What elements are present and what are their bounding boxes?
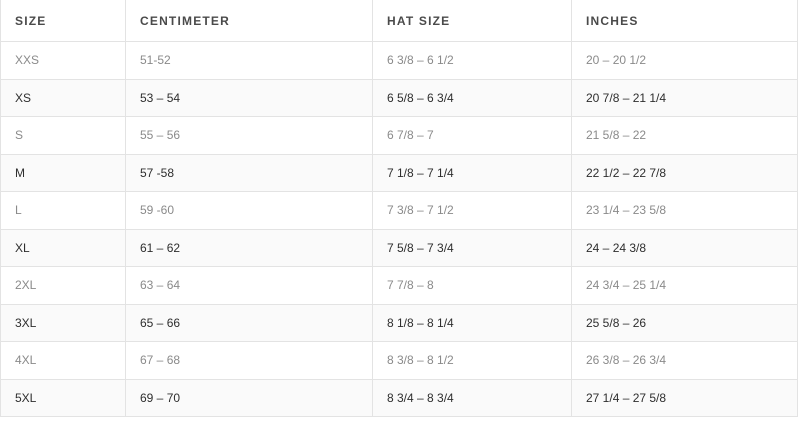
table-cell: 26 3/8 – 26 3/4 — [571, 341, 798, 380]
table-cell: 3XL — [0, 303, 126, 342]
table-cell: 59 -60 — [125, 191, 373, 230]
table-cell: 4XL — [0, 341, 126, 380]
table-cell: L — [0, 191, 126, 230]
table-cell: 6 3/8 – 6 1/2 — [372, 41, 572, 80]
table-cell: M — [0, 153, 126, 192]
table-cell: 8 3/4 – 8 3/4 — [372, 378, 572, 417]
table-cell: 7 5/8 – 7 3/4 — [372, 228, 572, 267]
table-cell: 24 3/4 – 25 1/4 — [571, 266, 798, 305]
table-row: 2XL 63 – 64 7 7/8 – 8 24 3/4 – 25 1/4 — [0, 266, 798, 305]
table-cell: 22 1/2 – 22 7/8 — [571, 153, 798, 192]
table-cell: 25 5/8 – 26 — [571, 303, 798, 342]
table-cell: XS — [0, 78, 126, 117]
table-cell: 8 1/8 – 8 1/4 — [372, 303, 572, 342]
table-cell: S — [0, 116, 126, 155]
table-row: S 55 – 56 6 7/8 – 7 21 5/8 – 22 — [0, 116, 798, 155]
table-cell: 63 – 64 — [125, 266, 373, 305]
table-row: 3XL 65 – 66 8 1/8 – 8 1/4 25 5/8 – 26 — [0, 303, 798, 342]
table-cell: 69 – 70 — [125, 378, 373, 417]
table-row: 4XL 67 – 68 8 3/8 – 8 1/2 26 3/8 – 26 3/4 — [0, 341, 798, 380]
table-row: XXS 51-52 6 3/8 – 6 1/2 20 – 20 1/2 — [0, 41, 798, 80]
table-cell: 61 – 62 — [125, 228, 373, 267]
column-header: HAT SIZE — [372, 0, 572, 42]
table-cell: 7 3/8 – 7 1/2 — [372, 191, 572, 230]
table-cell: 65 – 66 — [125, 303, 373, 342]
table-cell: 27 1/4 – 27 5/8 — [571, 378, 798, 417]
table-cell: 5XL — [0, 378, 126, 417]
table-cell: 6 5/8 – 6 3/4 — [372, 78, 572, 117]
table-cell: 6 7/8 – 7 — [372, 116, 572, 155]
table-cell: XXS — [0, 41, 126, 80]
table-row: 5XL 69 – 70 8 3/4 – 8 3/4 27 1/4 – 27 5/8 — [0, 378, 798, 417]
table-cell: XL — [0, 228, 126, 267]
header-row: SIZE CENTIMETER HAT SIZE INCHES — [0, 0, 798, 42]
table-cell: 51-52 — [125, 41, 373, 80]
table-row: XS 53 – 54 6 5/8 – 6 3/4 20 7/8 – 21 1/4 — [0, 78, 798, 117]
table-row: L 59 -60 7 3/8 – 7 1/2 23 1/4 – 23 5/8 — [0, 191, 798, 230]
table-cell: 8 3/8 – 8 1/2 — [372, 341, 572, 380]
table-cell: 67 – 68 — [125, 341, 373, 380]
column-header: INCHES — [571, 0, 798, 42]
table-row: XL 61 – 62 7 5/8 – 7 3/4 24 – 24 3/8 — [0, 228, 798, 267]
table-cell: 24 – 24 3/8 — [571, 228, 798, 267]
table-cell: 55 – 56 — [125, 116, 373, 155]
table-row: M 57 -58 7 1/8 – 7 1/4 22 1/2 – 22 7/8 — [0, 153, 798, 192]
table-cell: 7 7/8 – 8 — [372, 266, 572, 305]
table-cell: 20 7/8 – 21 1/4 — [571, 78, 798, 117]
table-cell: 2XL — [0, 266, 126, 305]
column-header: CENTIMETER — [125, 0, 373, 42]
table-cell: 7 1/8 – 7 1/4 — [372, 153, 572, 192]
table-cell: 53 – 54 — [125, 78, 373, 117]
column-header: SIZE — [0, 0, 126, 42]
table-cell: 57 -58 — [125, 153, 373, 192]
table-cell: 23 1/4 – 23 5/8 — [571, 191, 798, 230]
table-cell: 21 5/8 – 22 — [571, 116, 798, 155]
table-cell: 20 – 20 1/2 — [571, 41, 798, 80]
